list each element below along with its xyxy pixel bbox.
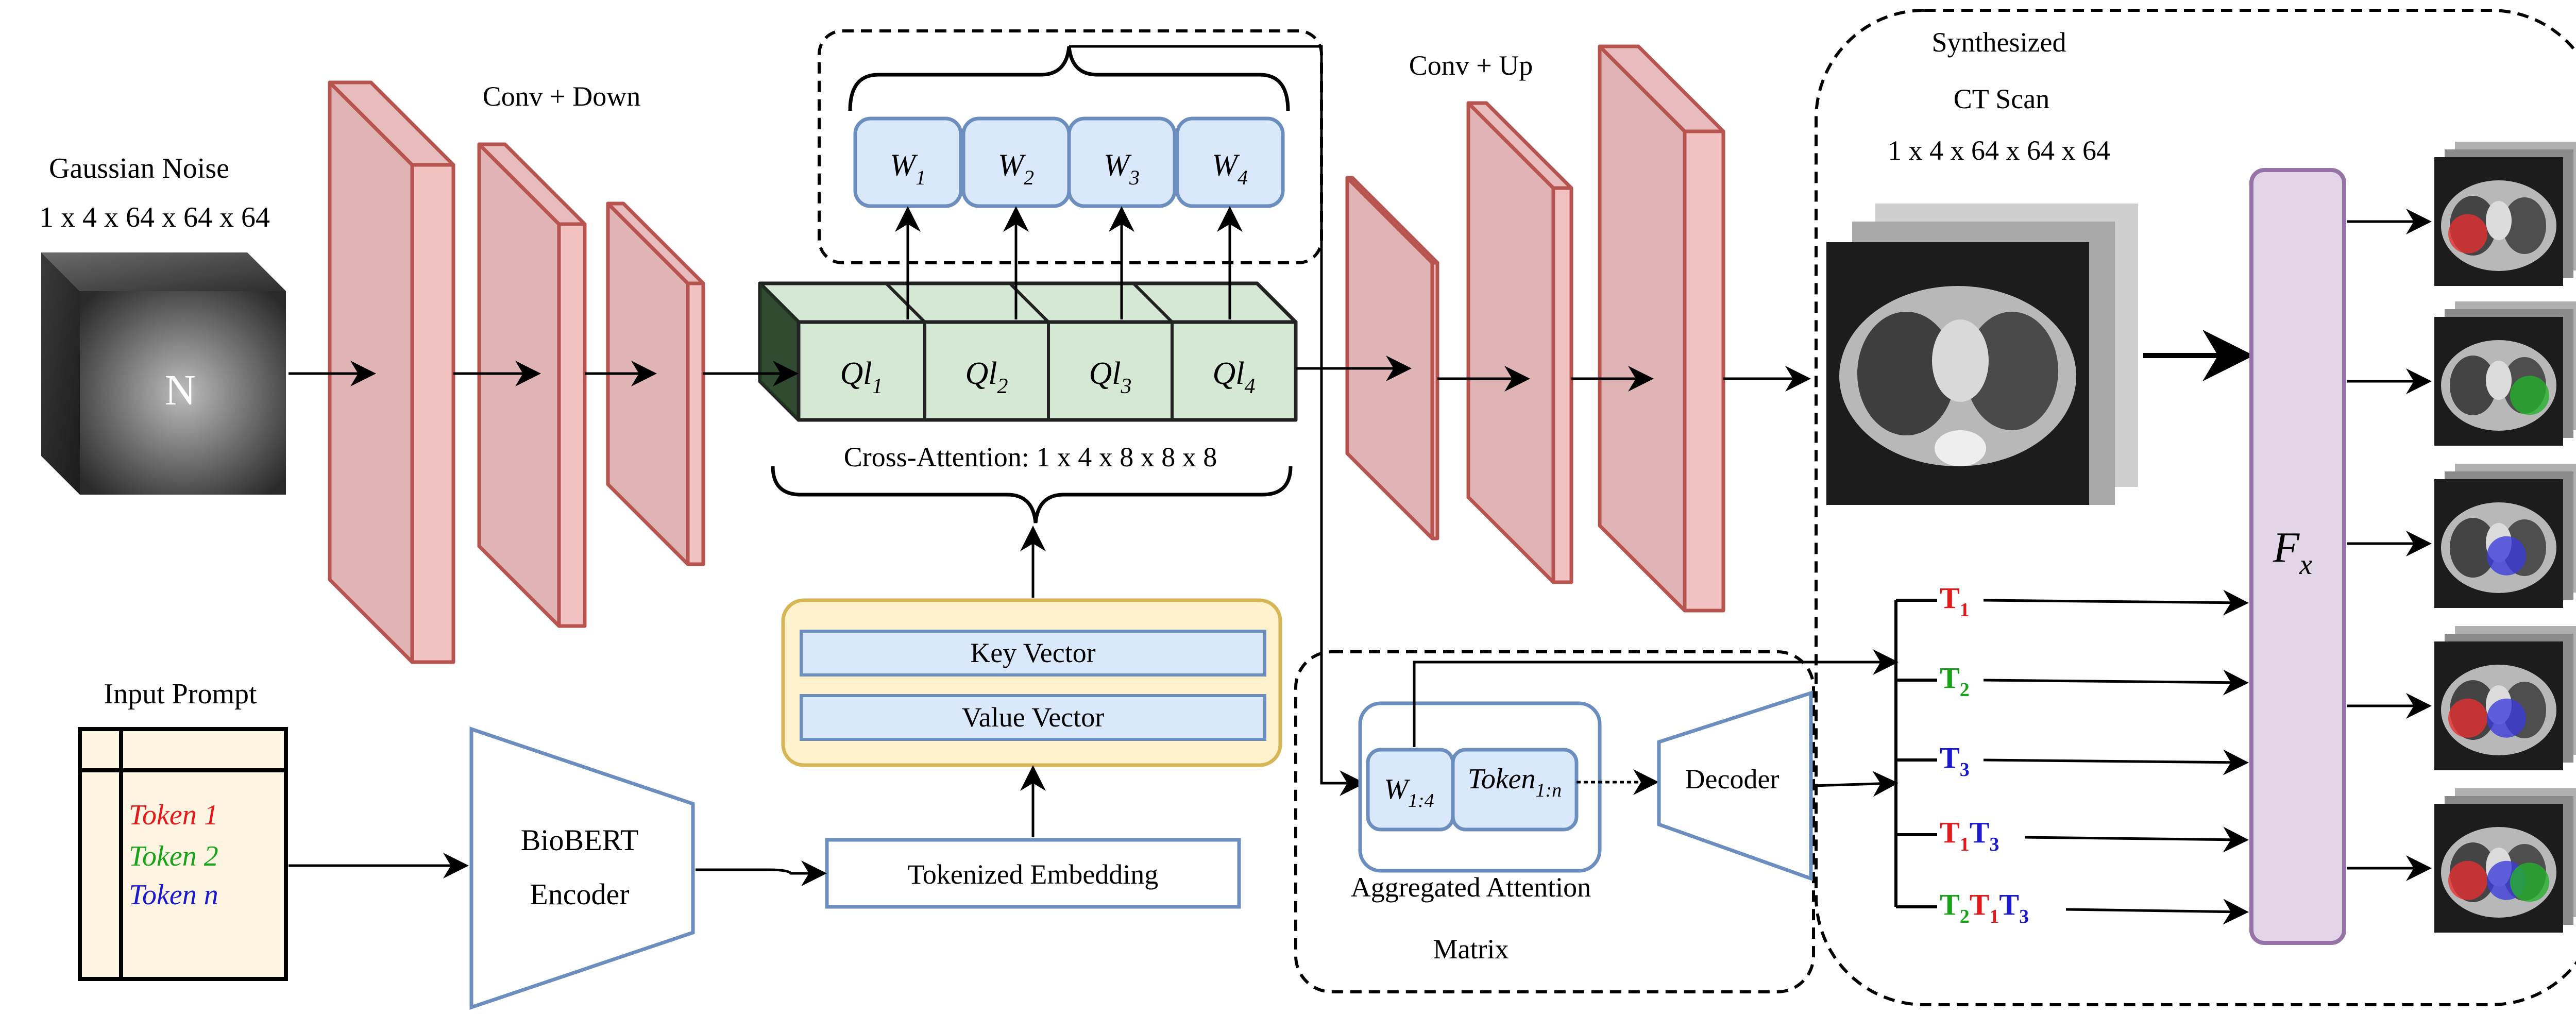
noise-cube: N [41, 252, 286, 495]
biobert-encoder [469, 726, 695, 1010]
mask-red-5 [2448, 860, 2487, 900]
tquery-2-letter-1: T [1940, 661, 1960, 695]
tokenized-embedding-box [825, 838, 1241, 909]
tquery-5-sub-2: 1 [1989, 906, 1999, 927]
encoder-layer-3 [606, 201, 705, 566]
output-mask-4 [2347, 626, 2576, 770]
tquery-5-sub-1: 2 [1960, 906, 1970, 927]
prompt-token-2: Token 2 [129, 840, 218, 872]
aggregated-to-tquery-line [1413, 649, 1899, 747]
synth-line1: Synthesized [1932, 27, 2066, 58]
query-label-4: Ql4 [1213, 356, 1256, 398]
query-label-1: Ql1 [840, 356, 883, 398]
tquery-tree [1894, 599, 1937, 908]
output-mask-5 [2347, 788, 2576, 933]
prompt-token-n: Token n [129, 879, 218, 911]
tokenized-embedding-label: Tokenized Embedding [908, 859, 1159, 890]
decoder-block [1657, 690, 1813, 881]
key-vector-label: Key Vector [970, 637, 1095, 668]
encoder-layer-2 [477, 142, 587, 628]
mask-blue-4 [2487, 698, 2526, 738]
noise-cube-letter: N [165, 366, 196, 414]
tquery-3-sub-1: 3 [1960, 759, 1970, 781]
kv-block: Key Vector Value Vector [781, 598, 1282, 767]
tquery-5-sub-3: 3 [2019, 906, 2029, 927]
output-mask-2 [2347, 301, 2576, 446]
biobert-to-tokenized-arrow [696, 860, 827, 886]
main-flow-arrows [289, 356, 1811, 392]
mask-green-2 [2510, 376, 2549, 415]
output-masks [2347, 142, 2576, 933]
noise-dims: 1 x 4 x 64 x 64 x 64 [39, 201, 270, 233]
weight-label-1: W1 [890, 148, 926, 189]
prompt-table: Token 1 Token 2 Token n [78, 727, 288, 981]
mask-red-1 [2448, 214, 2487, 254]
synth-line2: CT Scan [1954, 83, 2050, 114]
aggregated-token-box [1451, 748, 1579, 832]
weights-to-aggregated-line [1069, 45, 1365, 796]
fx-block [2249, 168, 2346, 945]
prompt-token-1: Token 1 [129, 799, 218, 831]
tquery-5-letter-1: T [1940, 888, 1960, 921]
cross-attention-block: Ql1 Ql2 Ql3 Ql4 [758, 281, 1298, 422]
weight-label-4: W4 [1212, 148, 1248, 189]
output-mask-3 [2347, 464, 2576, 608]
synth-dims: 1 x 4 x 64 x 64 x 64 [1888, 135, 2110, 166]
ct-scan-stack [1826, 204, 2138, 505]
tquery-4-sub-2: 3 [1989, 834, 1999, 855]
tquery-1-sub-1: 1 [1960, 599, 1970, 621]
aggregated-caption-line1: Aggregated Attention [1351, 872, 1591, 903]
output-group-box [1815, 9, 2576, 1006]
weights-row: W1 W2 W3 W4 [848, 46, 1290, 208]
weight-label-2: W2 [998, 148, 1034, 189]
tquery-2-sub-1: 2 [1960, 679, 1970, 701]
query-to-weight-arrows [895, 206, 1243, 319]
aggregated-matrix: W1:4 Token1:n [1358, 701, 1602, 873]
output-mask-1 [2347, 142, 2576, 286]
key-vector-box [800, 630, 1266, 677]
noise-title: Gaussian Noise [49, 153, 229, 184]
decoder-stage-label: Conv + Up [1409, 50, 1533, 81]
value-vector-box [800, 694, 1266, 741]
decoder-layer-2 [1466, 101, 1573, 584]
decoder-to-tquery-arrow [1813, 771, 1899, 797]
mask-green-5 [2510, 863, 2549, 902]
mask-red-4 [2448, 698, 2487, 738]
tquery-4-letter-1: T [1940, 816, 1960, 849]
tquery-5-letter-2: T [1970, 888, 1990, 921]
biobert-line2: Encoder [530, 877, 629, 911]
tquery-4-letter-2: T [1970, 816, 1990, 849]
weight-label-3: W3 [1104, 148, 1140, 189]
tquery-1-letter-1: T [1940, 581, 1960, 615]
tquery-label-5: T2T1T3 [1940, 888, 2029, 927]
encoder-stage-label: Conv + Down [483, 81, 640, 112]
tquery-4-sub-1: 1 [1960, 834, 1970, 855]
value-vector-label: Value Vector [962, 702, 1104, 733]
cross-attention-brace [771, 466, 1293, 523]
decoder-layer-3 [1598, 44, 1725, 613]
aggregated-token-label: Token1:n [1468, 763, 1562, 801]
fx-label: Fx [2273, 523, 2312, 581]
tquery-label-2: T2 [1940, 661, 1970, 701]
cross-attention-caption: Cross-Attention: 1 x 4 x 8 x 8 x 8 [844, 442, 1217, 472]
mask-blue-3 [2487, 536, 2526, 576]
biobert-line1: BioBERT [521, 823, 639, 857]
decoder-label: Decoder [1685, 764, 1780, 795]
query-label-2: Ql2 [965, 356, 1008, 398]
query-label-3: Ql3 [1089, 356, 1132, 398]
tquery-3-letter-1: T [1940, 741, 1960, 774]
tquery-to-fx-arrows [1983, 589, 2249, 925]
aggregated-group-box [1294, 650, 1815, 993]
aggregated-caption-line2: Matrix [1433, 934, 1509, 965]
tquery-label-1: T1 [1940, 581, 1970, 621]
tquery-5-letter-3: T [1999, 888, 2019, 921]
tquery-label-4: T1T3 [1940, 816, 1999, 855]
aggregated-w-label: W1:4 [1384, 773, 1434, 812]
weights-brace [848, 46, 1290, 111]
decoder-layer-1 [1345, 176, 1439, 540]
prompt-title: Input Prompt [104, 678, 257, 710]
tquery-label-3: T3 [1940, 741, 1970, 781]
